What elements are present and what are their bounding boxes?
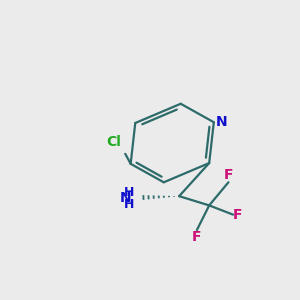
Text: N: N [215,115,227,129]
Text: F: F [192,230,202,244]
Text: N: N [120,191,132,206]
Text: H: H [124,186,134,199]
Text: F: F [233,208,243,222]
Text: Cl: Cl [106,135,121,149]
Text: F: F [224,168,233,182]
Text: H: H [124,198,134,211]
